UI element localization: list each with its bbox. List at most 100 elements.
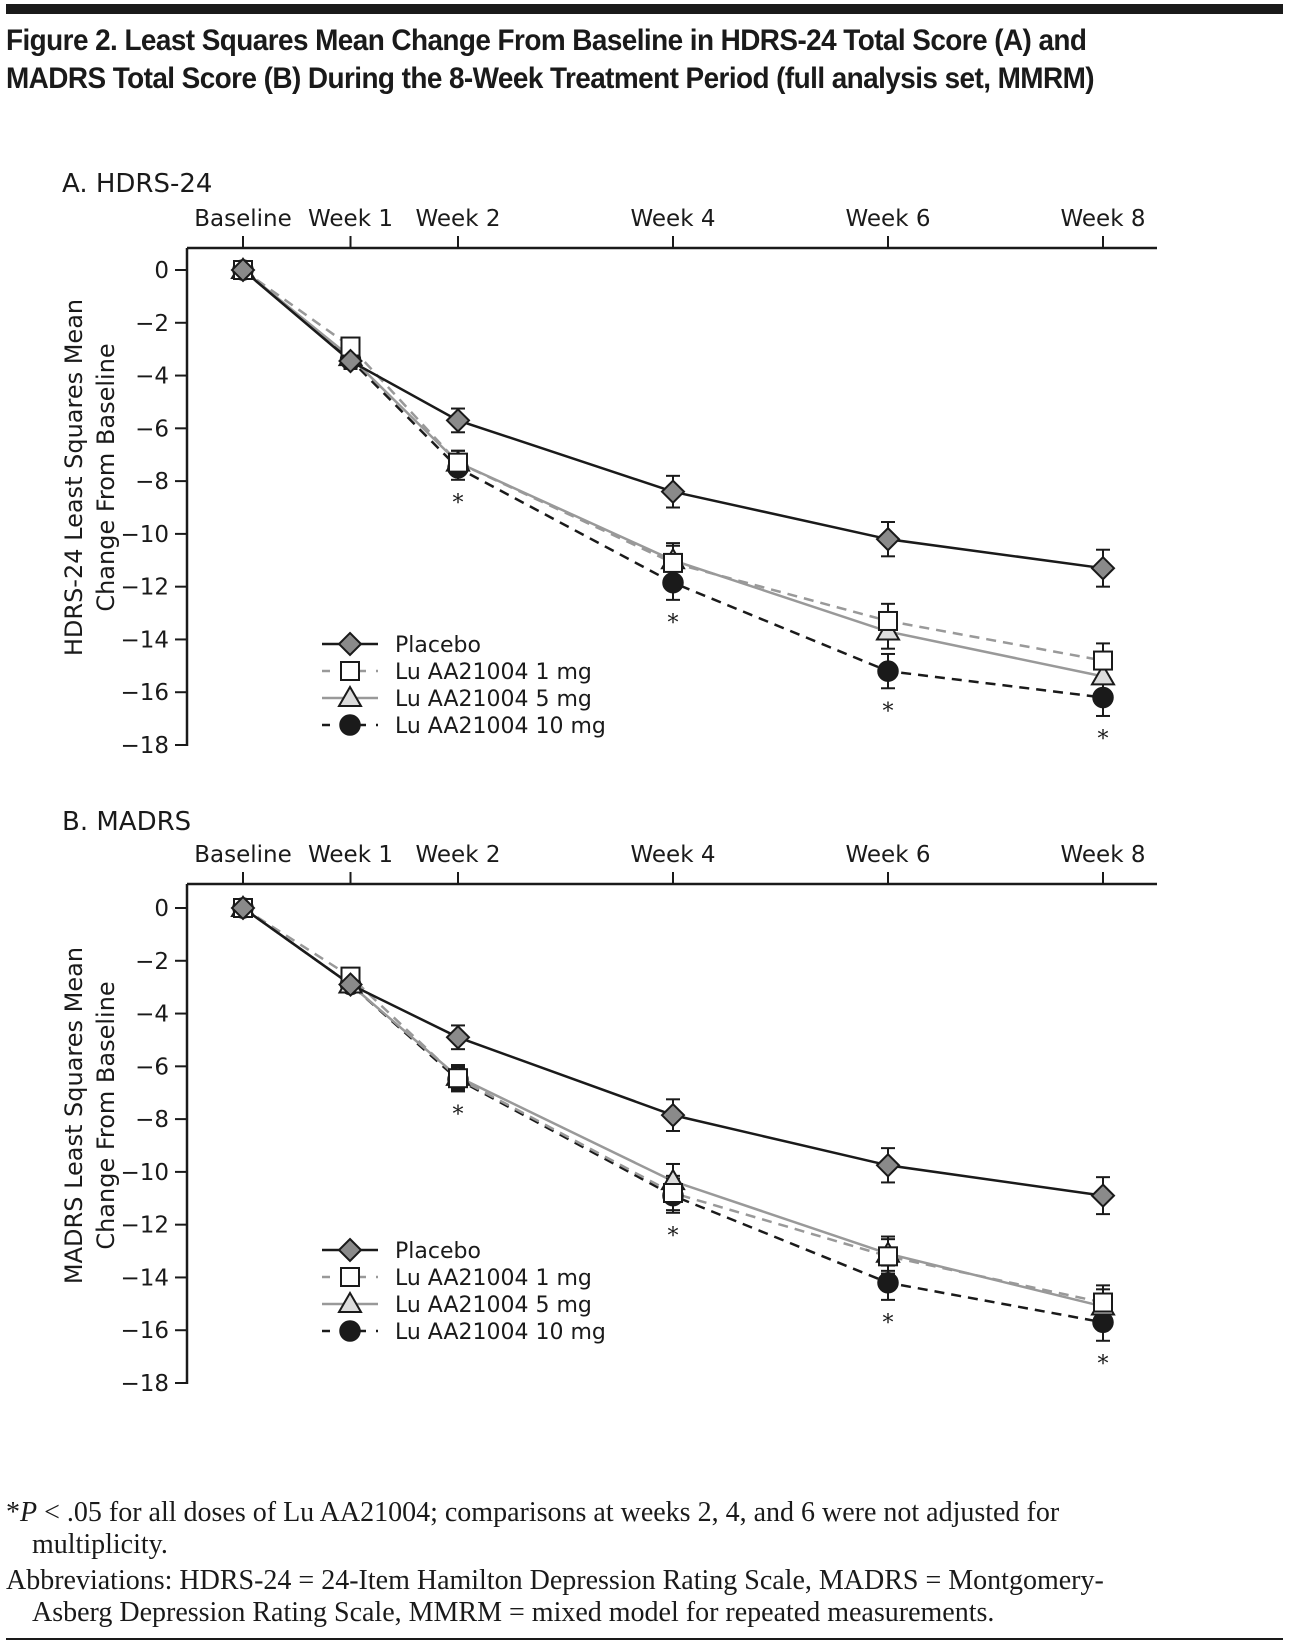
footnote-abbreviations-line2: Asberg Depression Rating Scale, MMRM = m… <box>32 1597 995 1628</box>
x-tick-label: Week 2 <box>416 206 501 232</box>
footnote-significance-cont: multiplicity. <box>32 1529 168 1560</box>
data-point-diamond <box>875 526 901 552</box>
y-tick-label: −2 <box>135 949 169 975</box>
legend-label: Lu AA21004 5 mg <box>395 1293 592 1318</box>
data-point-diamond <box>230 895 256 921</box>
footnote-significance-text: < .05 for all doses of Lu AA21004; compa… <box>37 1497 1060 1528</box>
legend-label: Placebo <box>395 1239 481 1264</box>
footnote-asterisk: * <box>6 1497 20 1528</box>
x-tick-label: Week 8 <box>1061 842 1146 868</box>
data-point-circle <box>662 571 684 594</box>
significance-asterisk: * <box>668 611 679 636</box>
x-tick-label: Week 2 <box>416 842 501 868</box>
y-axis-label: Change From Baseline <box>92 981 120 1249</box>
y-tick-label: −6 <box>135 416 169 442</box>
significance-asterisk: * <box>883 699 894 724</box>
x-tick-label: Week 4 <box>631 842 716 868</box>
significance-asterisk: * <box>1098 727 1109 752</box>
y-tick-label: −14 <box>120 1265 169 1291</box>
y-tick-label: −10 <box>120 522 169 548</box>
data-point-square <box>1093 1292 1113 1313</box>
y-axis-label: HDRS-24 Least Squares Mean <box>60 299 88 656</box>
significance-asterisk: * <box>668 1224 679 1249</box>
significance-asterisk: * <box>453 1102 464 1127</box>
legend-label: Lu AA21004 5 mg <box>395 687 592 712</box>
y-tick-label: −8 <box>135 1107 169 1133</box>
y-tick-label: 0 <box>154 896 169 922</box>
legend-label: Lu AA21004 10 mg <box>395 1320 606 1345</box>
x-tick-label: Week 6 <box>846 842 931 868</box>
data-point-square <box>878 1246 898 1267</box>
figure-title: Figure 2. Least Squares Mean Change From… <box>6 24 1095 95</box>
data-point-square <box>1093 650 1113 671</box>
y-tick-label: −16 <box>120 1318 169 1344</box>
y-axis-label: Change From Baseline <box>92 343 120 611</box>
data-point-diamond <box>875 1152 901 1178</box>
footnote-abbreviations: Abbreviations: HDRS-24 = 24-Item Hamilto… <box>6 1565 1276 1629</box>
footnote-significance: *P < .05 for all doses of Lu AA21004; co… <box>6 1497 1276 1561</box>
series-line-diamond <box>242 269 1104 570</box>
legend-label: Lu AA21004 10 mg <box>395 714 606 739</box>
data-point-diamond <box>445 1024 471 1050</box>
legend-marker-circle <box>339 1320 361 1342</box>
x-tick-label: Week 8 <box>1061 206 1146 232</box>
x-tick-label: Week 4 <box>631 206 716 232</box>
x-tick-label: Baseline <box>194 842 292 868</box>
series-line-square <box>242 906 1104 1304</box>
x-tick-label: Week 1 <box>308 842 393 868</box>
data-point-square <box>878 610 898 631</box>
data-point-diamond <box>660 1102 686 1128</box>
data-point-diamond <box>230 257 256 283</box>
chart-panel-a: A. HDRS-24 Baseline Week 1 Week 2 Week 4 Week… <box>60 169 1157 759</box>
footnote-abbreviations-line1: Abbreviations: HDRS-24 = 24-Item Hamilto… <box>6 1565 1104 1596</box>
legend-label: Lu AA21004 1 mg <box>395 660 592 685</box>
data-point-diamond <box>338 348 363 374</box>
data-point-square <box>448 1068 468 1089</box>
legend-label: Placebo <box>395 633 481 658</box>
x-tick-label: Baseline <box>194 206 292 232</box>
y-tick-label: −6 <box>135 1054 169 1080</box>
data-point-square <box>663 1183 683 1203</box>
y-tick-label: −4 <box>135 1002 169 1028</box>
data-point-circle <box>877 660 899 682</box>
data-point-diamond <box>445 408 471 433</box>
y-tick-label: −18 <box>120 733 169 759</box>
series-line-diamond <box>242 906 1104 1197</box>
data-point-diamond <box>660 479 686 505</box>
legend-marker-triangle <box>337 1291 363 1313</box>
legend-marker-diamond <box>337 631 363 657</box>
y-tick-label: 0 <box>154 258 169 284</box>
panel-label: A. HDRS-24 <box>62 169 212 199</box>
data-point-square <box>663 552 683 573</box>
data-point-triangle <box>1090 663 1116 686</box>
data-point-diamond <box>1090 555 1116 581</box>
data-point-square <box>448 452 468 473</box>
y-tick-label: −14 <box>120 627 169 653</box>
legend-marker-diamond <box>337 1237 363 1263</box>
y-tick-label: −18 <box>120 1371 169 1397</box>
y-tick-label: −4 <box>135 364 169 390</box>
data-point-diamond <box>1090 1183 1116 1209</box>
series-line-circle <box>242 269 1104 699</box>
significance-asterisk: * <box>453 491 464 516</box>
y-axis-label: MADRS Least Squares Mean <box>60 947 88 1284</box>
data-point-diamond <box>338 972 363 997</box>
significance-asterisk: * <box>1098 1352 1109 1377</box>
top-rule <box>6 4 1283 14</box>
footnote-p: P <box>20 1497 38 1528</box>
significance-asterisk: * <box>883 1311 894 1336</box>
legend-label: Lu AA21004 1 mg <box>395 1266 592 1291</box>
data-point-circle <box>1092 686 1114 709</box>
y-tick-label: −8 <box>135 469 169 495</box>
panel-label: B. MADRS <box>62 807 191 837</box>
bottom-rule <box>6 1638 1283 1640</box>
legend-marker-square <box>340 1267 360 1287</box>
legend-marker-square <box>340 661 360 681</box>
data-point-circle <box>877 1271 899 1294</box>
y-tick-label: −12 <box>120 1213 169 1239</box>
y-tick-label: −2 <box>135 311 169 337</box>
